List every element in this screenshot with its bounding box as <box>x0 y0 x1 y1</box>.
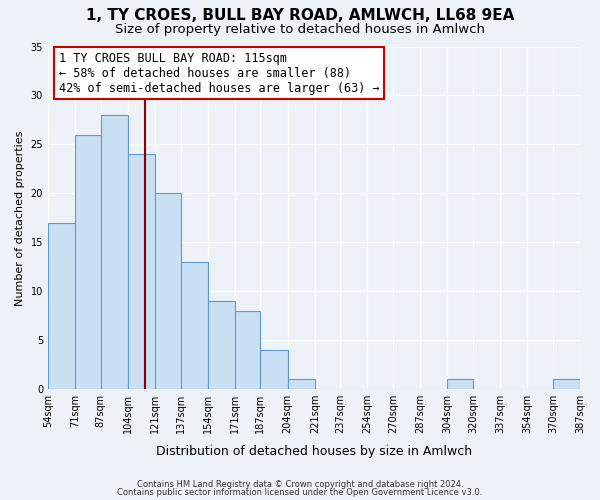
Bar <box>260 350 287 389</box>
Y-axis label: Number of detached properties: Number of detached properties <box>15 130 25 306</box>
Bar <box>553 380 580 389</box>
X-axis label: Distribution of detached houses by size in Amlwch: Distribution of detached houses by size … <box>156 444 472 458</box>
Text: Contains HM Land Registry data © Crown copyright and database right 2024.: Contains HM Land Registry data © Crown c… <box>137 480 463 489</box>
Bar <box>208 301 235 389</box>
Text: Contains public sector information licensed under the Open Government Licence v3: Contains public sector information licen… <box>118 488 482 497</box>
Text: 1 TY CROES BULL BAY ROAD: 115sqm
← 58% of detached houses are smaller (88)
42% o: 1 TY CROES BULL BAY ROAD: 115sqm ← 58% o… <box>59 52 379 94</box>
Bar <box>287 380 315 389</box>
Bar <box>75 134 101 389</box>
Bar <box>48 222 75 389</box>
Bar <box>448 380 473 389</box>
Bar <box>181 262 208 389</box>
Bar <box>101 115 128 389</box>
Bar <box>235 311 260 389</box>
Text: 1, TY CROES, BULL BAY ROAD, AMLWCH, LL68 9EA: 1, TY CROES, BULL BAY ROAD, AMLWCH, LL68… <box>86 8 514 22</box>
Bar <box>128 154 155 389</box>
Text: Size of property relative to detached houses in Amlwch: Size of property relative to detached ho… <box>115 22 485 36</box>
Bar <box>155 194 181 389</box>
